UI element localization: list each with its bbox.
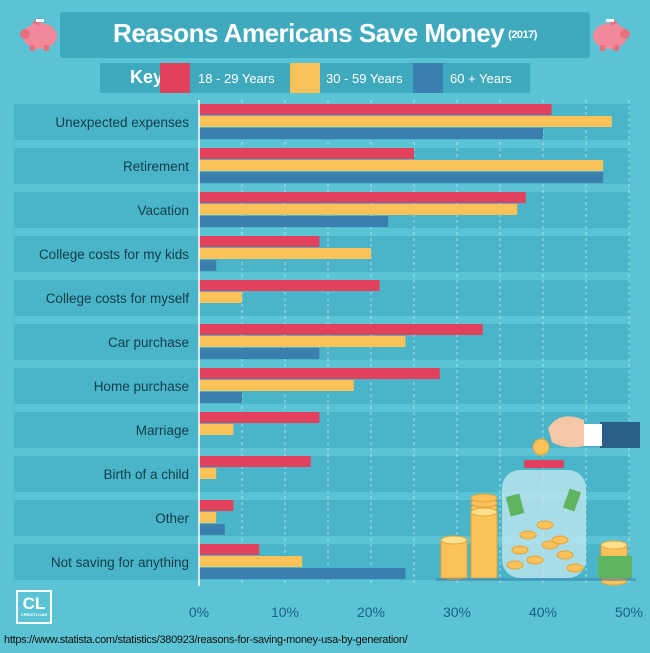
bar [199, 380, 354, 391]
bar [199, 148, 414, 159]
title-band [60, 12, 590, 58]
bar [199, 248, 371, 259]
bar [199, 500, 234, 511]
bar [199, 468, 217, 479]
category-label: Retirement [123, 159, 189, 174]
bar [199, 192, 526, 203]
category-label: Car purchase [108, 335, 189, 350]
x-tick-label: 10% [271, 604, 299, 620]
bar [199, 128, 543, 139]
category-label: Birth of a child [103, 467, 189, 482]
category-label: Home purchase [94, 379, 189, 394]
bar [199, 160, 604, 171]
legend-key-label: Key [130, 67, 164, 87]
logo-subtext: CREDITLOAN [20, 612, 48, 617]
bar [199, 172, 604, 183]
x-tick-label: 40% [529, 604, 557, 620]
bar [199, 524, 225, 535]
chart-title-year: (2017) [508, 29, 537, 42]
category-label: College costs for my kids [39, 247, 189, 262]
bar [199, 392, 242, 403]
bar [199, 280, 380, 291]
x-tick-label: 0% [189, 604, 209, 620]
bar [199, 104, 552, 115]
bar [199, 368, 440, 379]
category-label: Vacation [137, 203, 189, 218]
bar [199, 336, 406, 347]
x-tick-label: 30% [443, 604, 471, 620]
bar [199, 568, 406, 579]
bar [199, 292, 242, 303]
legend-swatch-30-59 [290, 63, 320, 93]
bar [199, 260, 217, 271]
bar [199, 216, 389, 227]
row-band [14, 412, 630, 448]
bar [199, 348, 320, 359]
bar [199, 544, 260, 555]
category-label: College costs for myself [46, 291, 190, 306]
category-label: Not saving for anything [51, 555, 189, 570]
bar [199, 512, 217, 523]
category-label: Other [155, 511, 189, 526]
piggy-bank-icon [593, 18, 630, 51]
legend-swatch-60-plus [413, 63, 443, 93]
source-url: https://www.statista.com/statistics/3809… [4, 634, 408, 646]
bar [199, 116, 612, 127]
bar [199, 556, 303, 567]
bar [199, 412, 320, 423]
bar [199, 456, 311, 467]
legend-swatch-18-29 [160, 63, 190, 93]
savings-jar-illustration [436, 416, 640, 586]
legend-label-18-29: 18 - 29 Years [198, 71, 275, 86]
category-label: Unexpected expenses [55, 115, 189, 130]
chart-title-text: Reasons Americans Save Money [113, 18, 505, 48]
bar [199, 324, 483, 335]
bar [199, 424, 234, 435]
legend-label-30-59: 30 - 59 Years [326, 71, 403, 86]
legend-label-60-plus: 60 + Years [450, 71, 512, 86]
x-tick-label: 50% [615, 604, 643, 620]
bar [199, 236, 320, 247]
creditloan-logo: CL CREDITLOAN [16, 590, 52, 624]
piggy-bank-icon [20, 18, 57, 51]
chart-title: Reasons Americans Save Money (2017) [60, 18, 590, 49]
logo-text: CL [22, 594, 46, 613]
category-label: Marriage [136, 423, 189, 438]
x-tick-label: 20% [357, 604, 385, 620]
bar-chart: Unexpected expenses Retirement Vacation Col… [14, 100, 643, 620]
bar [199, 204, 518, 215]
